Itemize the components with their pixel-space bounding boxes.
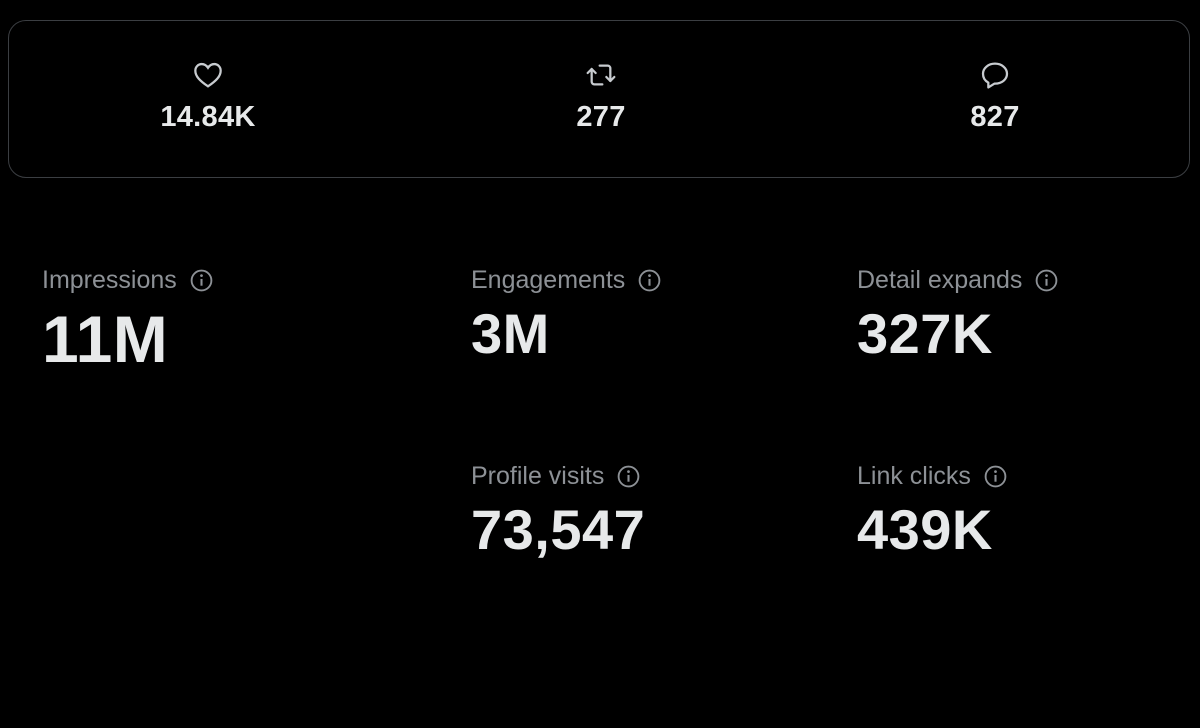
like-icon (194, 62, 222, 88)
metric-label-row: Detail expands (857, 266, 1059, 295)
info-icon[interactable] (1034, 268, 1059, 293)
metric-value: 11M (42, 302, 169, 376)
metric-value: 327K (857, 302, 993, 365)
metric: Engagements 3M (471, 266, 662, 366)
repost-icon (586, 64, 616, 86)
info-icon[interactable] (637, 268, 662, 293)
metric-label-row: Impressions (42, 266, 214, 295)
metric-label: Impressions (42, 266, 177, 294)
like-count: 14.84K (160, 101, 256, 133)
metric-label: Detail expands (857, 266, 1023, 294)
repost-count: 277 (576, 101, 626, 133)
metric-value: 73,547 (471, 498, 646, 561)
like-button[interactable]: 14.84K (88, 21, 328, 179)
metric-label-row: Engagements (471, 266, 662, 295)
metric: Link clicks 439K (857, 462, 1008, 562)
metric: Detail expands 327K (857, 266, 1059, 366)
metric-value: 439K (857, 498, 993, 561)
metric-label-row: Profile visits (471, 462, 645, 491)
repost-button[interactable]: 277 (481, 21, 721, 179)
metric-label-row: Link clicks (857, 462, 1008, 491)
reply-icon (981, 62, 1009, 89)
metric-label: Profile visits (471, 462, 605, 490)
reply-count: 827 (970, 101, 1020, 133)
info-icon[interactable] (616, 464, 641, 489)
metric: Profile visits 73,547 (471, 462, 645, 562)
metric-label: Link clicks (857, 462, 971, 490)
info-icon[interactable] (983, 464, 1008, 489)
engagement-bar: 14.84K 277 827 (8, 20, 1190, 178)
info-icon[interactable] (189, 268, 214, 293)
metric-label: Engagements (471, 266, 626, 294)
metric-value: 3M (471, 302, 550, 365)
reply-button[interactable]: 827 (875, 21, 1115, 179)
metric: Impressions 11M (42, 266, 214, 377)
